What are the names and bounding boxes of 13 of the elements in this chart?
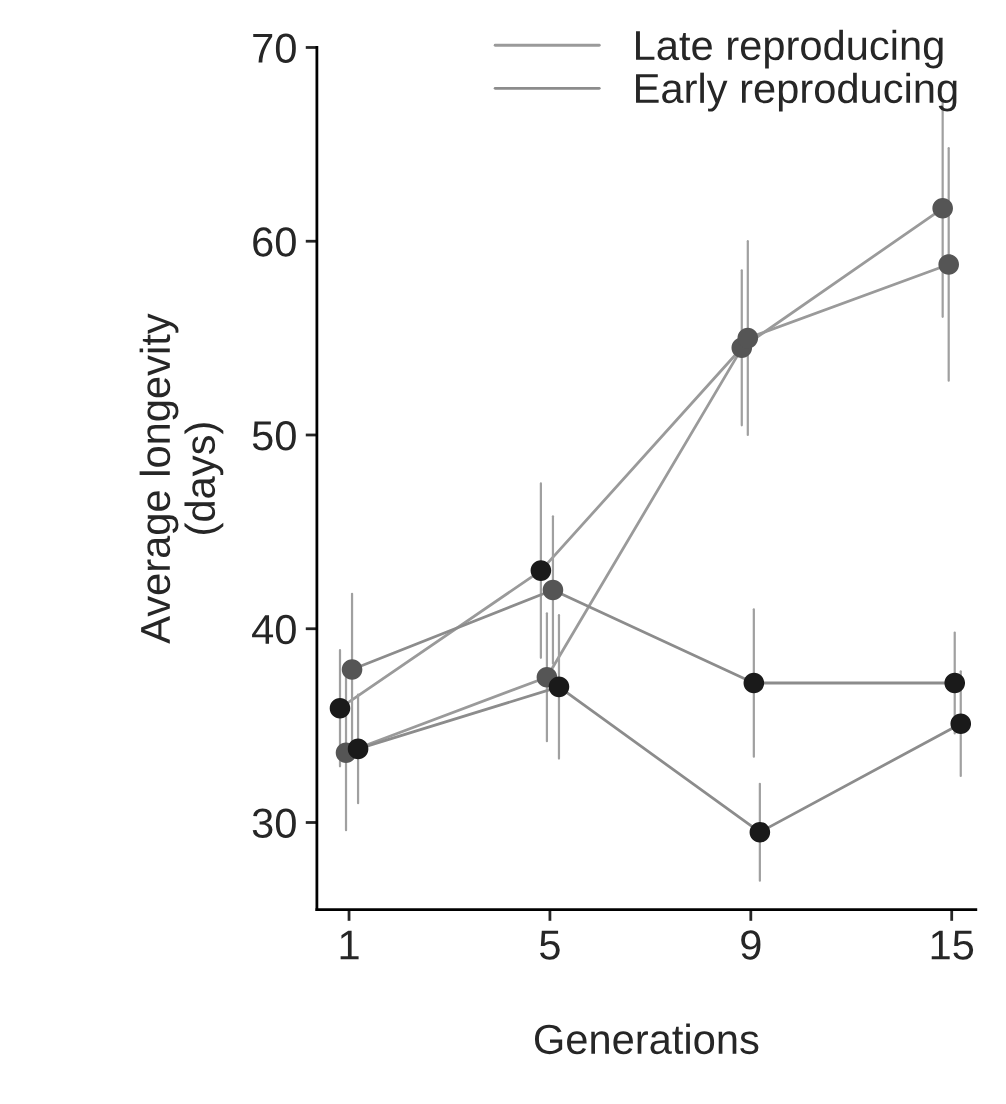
y-tick-label: 50 [252,420,296,451]
y-axis-title: Average longevity (days) [139,313,224,644]
x-tick-label: 9 [741,930,761,960]
x-tick-label: 1 [340,930,359,960]
x-tick-label: 5 [540,930,560,960]
legend-label: Late reproducing [636,29,943,69]
y-tick-label: 40 [252,614,296,645]
y-tick-label: 70 [253,33,296,63]
x-tick-label: 15 [931,930,974,960]
x-axis-title: Generations [534,1023,759,1055]
y-tick-label: 30 [252,808,296,839]
y-tick-label: 60 [253,227,296,257]
legend-label: Early reproducing [636,72,957,112]
